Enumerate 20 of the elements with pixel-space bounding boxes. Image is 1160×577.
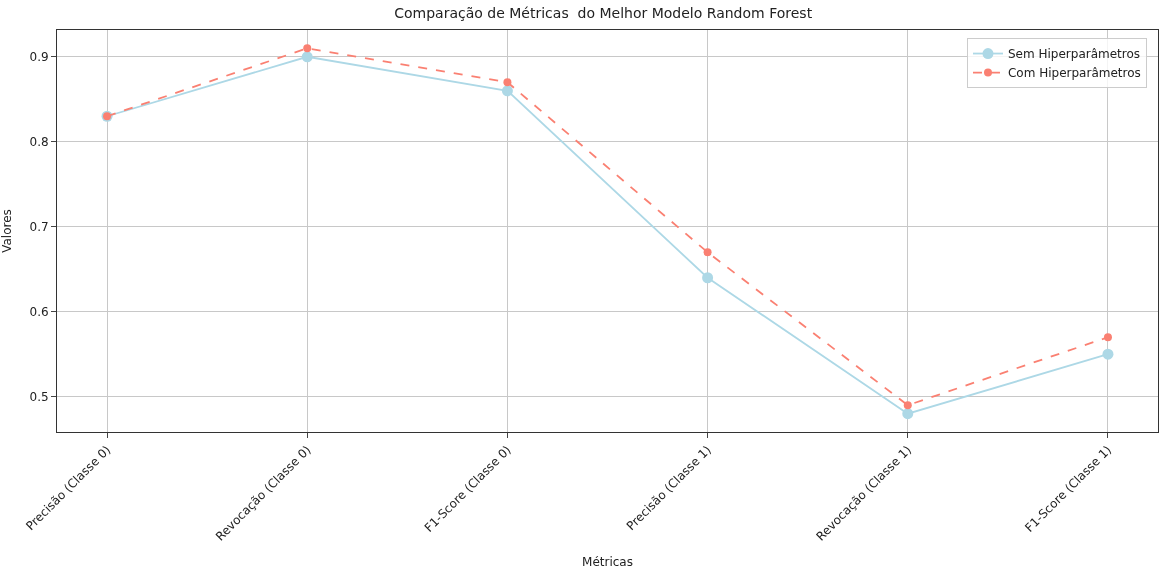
point	[503, 78, 512, 87]
y-tick-label: 0.7	[29, 219, 49, 234]
y-tick-label: 0.9	[29, 49, 49, 64]
point	[903, 401, 912, 410]
point	[501, 85, 513, 97]
point	[702, 272, 714, 284]
y-tick-label: 0.6	[29, 304, 49, 319]
point	[301, 51, 313, 63]
legend-label: Sem Hiperparâmetros	[1007, 47, 1141, 62]
point	[703, 248, 712, 257]
point	[1103, 333, 1112, 342]
point	[1102, 348, 1114, 360]
x-axis-title: Métricas	[582, 555, 633, 570]
point	[902, 408, 914, 420]
y-tick-label: 0.5	[29, 389, 49, 404]
y-tick-label: 0.8	[29, 134, 49, 149]
legend-label: Com Hiperparâmetros	[1007, 66, 1141, 81]
point	[303, 44, 312, 53]
chart-title: Comparação de Métricas do Melhor Modelo Random Forest	[394, 5, 813, 22]
y-axis-title: Valores	[0, 209, 14, 253]
